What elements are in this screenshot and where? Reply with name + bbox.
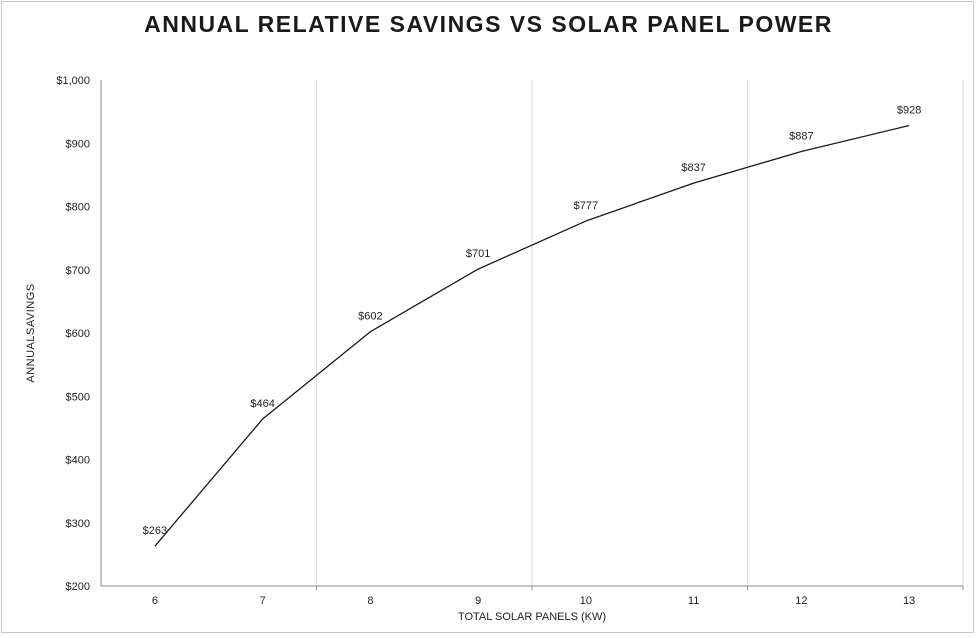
data-label: $464 bbox=[250, 398, 274, 410]
y-tick-label: $300 bbox=[66, 518, 90, 530]
data-label: $837 bbox=[681, 162, 705, 174]
x-tick-label: 7 bbox=[260, 595, 266, 607]
data-label: $887 bbox=[789, 130, 813, 142]
y-tick-label: $700 bbox=[66, 265, 90, 277]
x-tick-label: 12 bbox=[795, 595, 807, 607]
x-tick-label: 9 bbox=[475, 595, 481, 607]
series-line bbox=[154, 124, 910, 547]
x-tick-label: 11 bbox=[688, 595, 699, 607]
chart-title: ANNUAL RELATIVE SAVINGS VS SOLAR PANEL P… bbox=[144, 11, 833, 37]
y-tick-label: $400 bbox=[66, 455, 90, 467]
x-axis-title: TOTAL SOLAR PANELS (KW) bbox=[457, 611, 607, 623]
x-tick-label: 8 bbox=[367, 595, 373, 607]
data-label: $701 bbox=[466, 248, 490, 260]
x-tick-label: 6 bbox=[152, 595, 158, 607]
y-tick-label: $1,000 bbox=[56, 75, 90, 87]
x-tick-label: 13 bbox=[903, 595, 915, 607]
x-tick-label: 10 bbox=[580, 595, 592, 607]
y-tick-label: $800 bbox=[66, 202, 90, 214]
y-tick-label: $200 bbox=[66, 581, 90, 593]
data-label: $263 bbox=[143, 525, 167, 537]
y-tick-label: $900 bbox=[66, 138, 90, 150]
data-label: $777 bbox=[574, 200, 598, 212]
data-label: $928 bbox=[897, 105, 921, 117]
data-label: $602 bbox=[358, 311, 382, 323]
y-tick-label: $500 bbox=[66, 391, 90, 403]
y-tick-label: $600 bbox=[66, 328, 90, 340]
